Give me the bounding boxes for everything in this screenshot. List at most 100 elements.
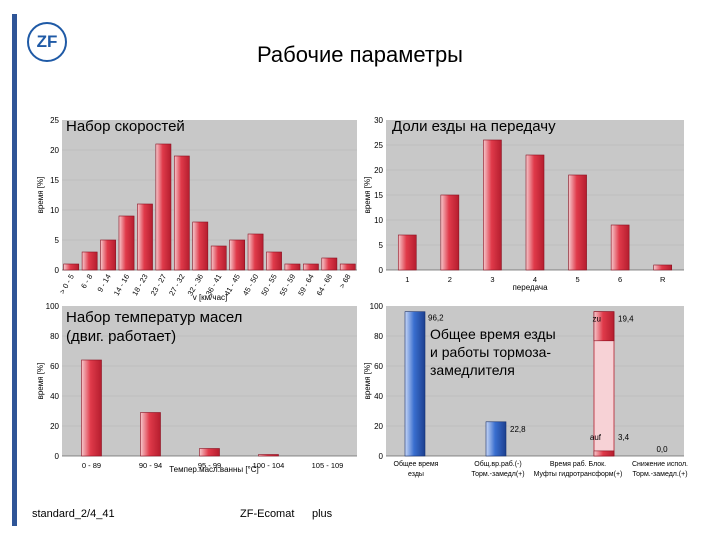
- x-tick-label: 0 - 89: [82, 461, 101, 470]
- x-axis-label: Темпер.масл.ванны [°C]: [169, 465, 259, 474]
- x-tick-label: 3: [490, 275, 494, 284]
- y-tick-label: 5: [55, 236, 60, 245]
- footer-code: standard_2/4_41: [32, 508, 115, 520]
- bar: [192, 221, 209, 271]
- bar: [321, 257, 338, 271]
- y-tick-label: 20: [50, 422, 59, 431]
- x-tick-label: 50 - 55: [259, 273, 278, 298]
- data-label: 3,4: [618, 433, 630, 442]
- x-tick-label: 6 - 8: [79, 273, 94, 291]
- x-tick-label: Общ.вр.раб.(-): [474, 460, 521, 468]
- y-tick-label: 20: [50, 146, 59, 155]
- bar: [440, 194, 460, 271]
- x-tick-label: R: [660, 275, 666, 284]
- footer-product-suffix: plus: [312, 508, 333, 520]
- left-accent-bar: [12, 14, 17, 526]
- x-tick-label: 6: [618, 275, 622, 284]
- chart-title-line-1: Общее время езды: [430, 326, 556, 342]
- bar: [485, 421, 507, 457]
- x-tick-label: Торм.-замедл(+): [471, 471, 524, 478]
- x-tick-label: Муфты гидротрансформ(+): [534, 471, 623, 478]
- x-tick-label: 105 - 109: [312, 461, 344, 470]
- y-tick-label: 25: [374, 141, 383, 150]
- bar: [266, 251, 282, 271]
- chart-title-line2: (двиг. работает): [66, 328, 176, 345]
- bar: [137, 203, 153, 271]
- y-tick-label: 10: [50, 206, 59, 215]
- y-tick-label: 25: [50, 116, 59, 125]
- x-tick-label: 90 - 94: [139, 461, 162, 470]
- x-tick-label: 59 - 64: [296, 273, 315, 298]
- footer-product: ZF-Ecomat: [240, 508, 295, 520]
- bar-segment-bottom: [593, 450, 615, 457]
- bar: [525, 154, 545, 271]
- y-tick-label: 40: [374, 392, 383, 401]
- y-axis-label: время [%]: [36, 363, 45, 400]
- bar: [397, 234, 417, 271]
- x-tick-label: 23 - 27: [149, 273, 168, 298]
- y-tick-label: 60: [50, 362, 59, 371]
- bar: [199, 448, 220, 457]
- bar: [284, 263, 301, 271]
- bar: [247, 233, 264, 271]
- y-tick-label: 20: [374, 422, 383, 431]
- y-tick-label: 0: [379, 266, 384, 275]
- y-tick-label: 80: [374, 332, 383, 341]
- x-tick-label: Торм.-замедл.(+): [632, 471, 687, 478]
- x-tick-label: 27 - 32: [167, 273, 186, 298]
- bar: [610, 224, 630, 271]
- x-tick-label: 1: [405, 275, 409, 284]
- y-tick-label: 0: [55, 452, 60, 461]
- data-label: 0,0: [656, 445, 668, 454]
- x-tick-label: 14 - 16: [112, 273, 131, 298]
- x-axis-label: v [км/час]: [193, 293, 228, 302]
- y-tick-label: 100: [46, 302, 60, 311]
- y-tick-label: 40: [50, 392, 59, 401]
- segment-tag: auf: [590, 433, 602, 442]
- bar: [210, 245, 227, 271]
- y-tick-label: 10: [374, 216, 383, 225]
- y-tick-label: 15: [50, 176, 59, 185]
- x-tick-label: 2: [448, 275, 452, 284]
- x-tick-label: 55 - 59: [278, 273, 297, 298]
- bar: [100, 239, 116, 271]
- y-tick-label: 100: [370, 302, 384, 311]
- x-tick-label: > 0 - 5: [57, 273, 76, 296]
- y-tick-label: 30: [374, 116, 383, 125]
- x-tick-label: 64 - 68: [315, 273, 334, 298]
- x-tick-label: езды: [408, 471, 424, 478]
- x-tick-label: Общее время: [394, 460, 439, 468]
- y-axis-label: время [%]: [36, 177, 45, 214]
- bar: [140, 412, 161, 457]
- chart-title-line-3: замедлителя: [430, 362, 515, 378]
- chart-title: Доли езды на передачу: [392, 118, 556, 135]
- x-tick-label: 95 - 99: [198, 461, 221, 470]
- y-tick-label: 15: [374, 191, 383, 200]
- y-tick-label: 0: [55, 266, 60, 275]
- bar: [303, 263, 319, 271]
- bar: [81, 359, 102, 457]
- chart-title-line-2: и работы тормоза-: [430, 344, 551, 360]
- x-tick-label: 45 - 50: [241, 273, 260, 298]
- bar: [229, 239, 246, 271]
- bar-segment-top: [593, 311, 615, 342]
- bar: [653, 264, 673, 271]
- x-tick-label: 100 - 104: [253, 461, 285, 470]
- x-tick-label: Время раб. Блок.: [550, 460, 606, 468]
- bar: [339, 263, 356, 271]
- bar: [63, 263, 80, 271]
- y-tick-label: 80: [50, 332, 59, 341]
- y-axis-label: время [%]: [363, 177, 372, 214]
- chart-panel-3: [62, 306, 357, 456]
- bar: [155, 143, 172, 271]
- y-tick-label: 20: [374, 166, 383, 175]
- x-tick-label: 9 - 14: [95, 273, 112, 294]
- y-tick-label: 60: [374, 362, 383, 371]
- zf-logo: ZF: [27, 22, 67, 62]
- y-axis-label: время [%]: [363, 363, 372, 400]
- chart-title: Набор температур масел: [66, 309, 242, 326]
- x-axis-label: передача: [512, 283, 548, 292]
- bar: [568, 174, 587, 271]
- y-tick-label: 0: [379, 452, 384, 461]
